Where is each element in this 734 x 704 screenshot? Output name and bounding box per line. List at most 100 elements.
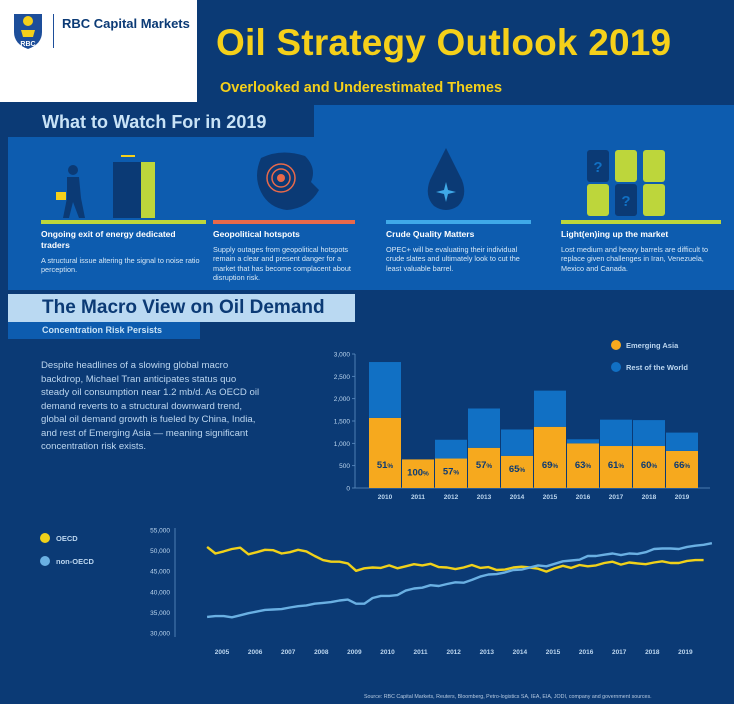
svg-text:?: ?: [593, 159, 602, 176]
macro-body-text: Despite headlines of a slowing global ma…: [41, 360, 260, 452]
x-tick-label: 2010: [380, 649, 395, 656]
legend-label: OECD: [56, 534, 78, 543]
y-tick-label: 1,000: [334, 441, 351, 448]
x-tick-label: 2005: [215, 649, 230, 656]
x-tick-label: 2019: [675, 494, 690, 501]
logo-divider: [53, 14, 54, 48]
bar-rest-of-world: [633, 420, 665, 447]
bar-emerging-asia: [633, 446, 665, 488]
rbc-lion-shield-icon: RBC: [14, 14, 42, 49]
x-tick-label: 2011: [411, 494, 425, 501]
x-tick-label: 2012: [446, 649, 461, 656]
oecd-demand-line-chart: 30,000 35,000 40,000 45,000 50,000 55,000 2005…: [40, 528, 713, 656]
y-tick-label: 0: [346, 486, 350, 493]
legend-label: non-OECD: [56, 557, 94, 566]
oil-drop-icon: [427, 148, 465, 210]
globe-hotspot-icon: [257, 152, 319, 210]
bar-emerging-asia: [468, 447, 500, 488]
theme-desc: OPEC+ will be evaluating their individua…: [386, 245, 520, 273]
y-tick-label: 2,000: [334, 396, 351, 403]
y-tick-label: 45,000: [150, 569, 170, 576]
line-series-oecd: [206, 545, 704, 573]
theme-desc: Lost medium and heavy barrels are diffic…: [561, 245, 709, 273]
bar-emerging-asia: [435, 458, 467, 488]
x-tick-label: 2019: [678, 649, 693, 656]
brand-name: RBC Capital Markets: [62, 16, 190, 31]
y-tick-label: 40,000: [150, 589, 170, 596]
x-tick-label: 2009: [347, 649, 362, 656]
x-tick-label: 2018: [642, 494, 657, 501]
x-tick-label: 2018: [645, 649, 660, 656]
theme-card-traders: Ongoing exit of energy dedicated traders…: [41, 148, 206, 275]
theme-desc: Supply outages from geopolitical hotspot…: [213, 245, 351, 282]
bar-rest-of-world: [666, 432, 698, 451]
bar-data-label: 100%: [407, 467, 429, 478]
x-tick-label: 2006: [248, 649, 263, 656]
bar-emerging-asia: [600, 446, 632, 488]
theme-card-lightening: ? ? Light(en)ing up the market Lost medi…: [561, 148, 721, 273]
bar-rest-of-world: [468, 408, 500, 448]
bar-data-label: 57%: [443, 467, 460, 478]
x-tick-label: 2008: [314, 649, 329, 656]
bar-data-label: 61%: [608, 460, 625, 471]
bar-data-label: 65%: [509, 464, 526, 475]
x-tick-label: 2013: [477, 494, 492, 501]
legend-marker: [40, 556, 50, 566]
bar-rest-of-world: [435, 439, 467, 459]
y-tick-label: 35,000: [150, 610, 170, 617]
concentration-heading: Concentration Risk Persists: [42, 325, 163, 335]
y-tick-label: 55,000: [150, 528, 170, 535]
watch-heading-band: What to Watch For in 2019: [8, 105, 314, 137]
macro-heading: The Macro View on Oil Demand: [42, 297, 325, 318]
theme-accent-bar: [213, 220, 355, 224]
x-tick-label: 2010: [378, 494, 393, 501]
page-subtitle: Overlooked and Underestimated Themes: [220, 80, 503, 96]
legend-marker: [40, 533, 50, 543]
page-title: Oil Strategy Outlook 2019: [216, 22, 672, 63]
theme-title: Geopolitical hotspots: [213, 229, 300, 239]
x-tick-label: 2015: [543, 494, 558, 501]
x-tick-label: 2007: [281, 649, 296, 656]
bar-rest-of-world: [534, 390, 566, 427]
line-series-non-oecd: [206, 542, 713, 619]
bar-rest-of-world: [501, 429, 533, 456]
legend-label: Emerging Asia: [626, 341, 679, 350]
y-tick-label: 500: [339, 463, 350, 470]
y-tick-label: 3,000: [334, 352, 351, 359]
x-tick-label: 2014: [510, 494, 525, 501]
x-tick-label: 2015: [546, 649, 561, 656]
bar-emerging-asia: [402, 459, 434, 488]
demand-growth-bar-chart: 0 500 1,000 1,500 2,000 2,500 3,000 51% 2010 100%…: [334, 340, 710, 501]
x-tick-label: 2017: [612, 649, 627, 656]
concentration-band: Concentration Risk Persists: [8, 322, 200, 339]
bar-data-label: 57%: [476, 460, 493, 471]
bar-data-label: 63%: [575, 460, 592, 471]
bar-emerging-asia: [501, 455, 533, 488]
theme-accent-bar: [386, 220, 531, 224]
person-exit-door-icon: [56, 155, 155, 218]
bar-emerging-asia: [534, 426, 566, 488]
bar-emerging-asia: [567, 443, 599, 488]
bar-emerging-asia: [369, 417, 401, 488]
bar-emerging-asia: [666, 450, 698, 488]
theme-accent-bar: [41, 220, 206, 224]
legend-marker: [611, 362, 621, 372]
y-tick-label: 2,500: [334, 374, 351, 381]
logo-emblem-text: RBC: [20, 41, 35, 48]
x-tick-label: 2016: [579, 649, 594, 656]
macro-heading-band: The Macro View on Oil Demand: [8, 294, 355, 322]
theme-card-geopolitical: Geopolitical hotspots Supply outages fro…: [213, 148, 355, 282]
x-tick-label: 2011: [414, 649, 428, 656]
bar-data-label: 69%: [542, 460, 559, 471]
x-tick-label: 2017: [609, 494, 624, 501]
legend-marker: [611, 340, 621, 350]
bar-data-label: 60%: [641, 460, 658, 471]
logo-box: RBC RBC Capital Markets: [0, 0, 197, 102]
x-tick-label: 2014: [513, 649, 528, 656]
bar-rest-of-world: [567, 439, 599, 444]
theme-title: Ongoing exit of energy dedicated traders: [41, 229, 176, 250]
svg-text:?: ?: [621, 193, 630, 210]
y-tick-label: 30,000: [150, 631, 170, 638]
theme-card-crude-quality: Crude Quality Matters OPEC+ will be eval…: [386, 148, 531, 273]
bar-data-label: 66%: [674, 460, 691, 471]
